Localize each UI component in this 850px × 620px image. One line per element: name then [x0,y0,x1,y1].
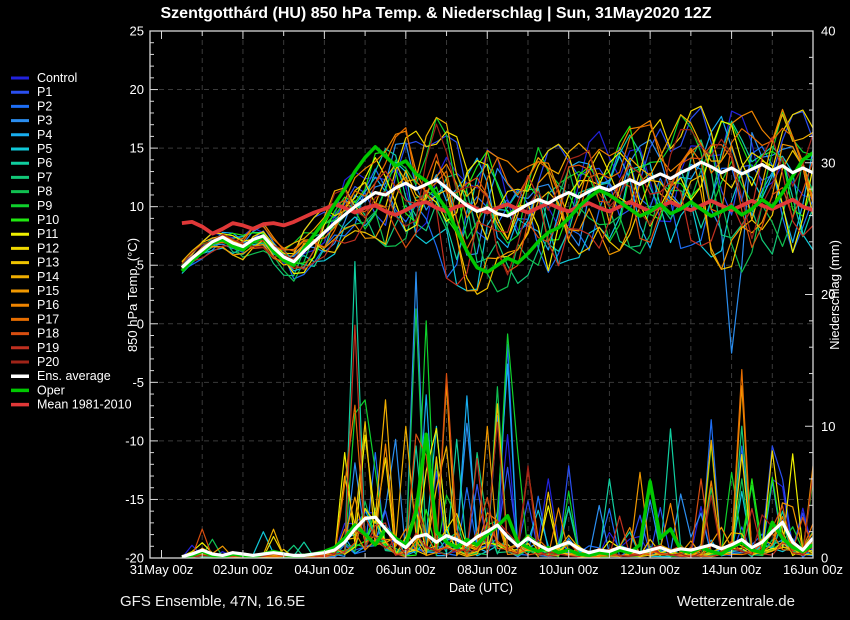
legend-label: P9 [37,199,52,213]
legend-item: P6 [11,156,52,170]
y-left-tick-label: 25 [130,24,144,39]
legend-label: P12 [37,241,59,255]
legend-label: P11 [37,227,58,241]
x-tick-label: 08Jun 00z [457,562,517,577]
legend-label: P3 [37,114,52,128]
y-right-tick-label: 40 [821,24,835,39]
legend-item: Control [11,71,77,85]
legend-item: P20 [11,355,59,369]
legend-item: P19 [11,341,59,355]
x-axis-title: Date (UTC) [449,581,513,595]
legend-item: P14 [11,270,59,284]
legend-label: P8 [37,185,52,199]
temp-climate-mean-line [181,197,813,236]
legend-label: Mean 1981-2010 [37,398,132,412]
legend-label: P18 [37,327,59,341]
y-right-tick-label: 30 [821,155,835,170]
legend-label: P1 [37,85,52,99]
legend-label: P2 [37,99,52,113]
y-left-tick-label: -5 [132,375,144,390]
y-left-tick-label: -15 [125,492,144,507]
legend-label: Ens. average [37,369,111,383]
legend-item: P1 [11,85,52,99]
y-right-tick-label: 20 [821,287,835,302]
legend-item: P7 [11,170,52,184]
x-tick-label: 06Jun 00z [376,562,436,577]
precip-member-P13 [181,403,813,558]
legend-item: P8 [11,185,52,199]
precip-ens-average-line [181,515,813,558]
y-right-axis-title: Niederschlag (mm) [827,240,842,350]
legend-item: P10 [11,213,59,227]
y-left-tick-label: 10 [130,199,144,214]
legend-item: P4 [11,128,52,142]
y-left-tick-label: -10 [125,433,144,448]
x-tick-label: 10Jun 00z [539,562,599,577]
chart-title: Szentgotthárd (HU) 850 hPa Temp. & Niede… [161,5,712,22]
legend-label: P19 [37,341,59,355]
temp-member-P19 [181,136,813,286]
legend-label: P16 [37,298,59,312]
y-left-tick-label: 15 [130,141,144,156]
legend-item: P3 [11,114,52,128]
x-tick-label: 14Jun 00z [702,562,762,577]
y-right-tick-label: 0 [821,551,828,566]
legend-label: P6 [37,156,52,170]
legend-label: P15 [37,284,59,298]
legend-item: P12 [11,241,59,255]
temp-oper-line [180,145,813,274]
legend-label: P10 [37,213,59,227]
legend-label: P13 [37,256,59,270]
temp-ens-average-line [180,160,813,269]
legend-label: P20 [37,355,59,369]
legend-item: P2 [11,99,52,113]
x-tick-label: 04Jun 00z [294,562,354,577]
plot-border [149,30,814,559]
x-tick-label: 02Jun 00z [213,562,273,577]
legend-item: P9 [11,199,52,213]
legend-item: P11 [11,227,58,241]
x-tick-label: 16Jun 00z [783,562,843,577]
temp-member-P17 [181,124,813,269]
legend-item: P18 [11,327,59,341]
y-left-tick-label: -20 [125,551,144,566]
legend-label: P4 [37,128,52,142]
footer-site-label: Wetterzentrale.de [677,593,795,610]
y-right-tick-label: 10 [821,419,835,434]
y-left-axis-title: 850 hPa Temp. (°C) [125,238,140,352]
legend-item: P15 [11,284,59,298]
legend-item: Oper [11,383,65,397]
x-tick-label: 31May 00z [130,562,194,577]
legend-label: P7 [37,170,52,184]
y-left-tick-label: 5 [137,258,144,273]
y-left-tick-label: 0 [137,316,144,331]
legend-label: P14 [37,270,59,284]
legend-label: Oper [37,383,65,397]
temp-member-P9 [181,110,813,266]
legend-item: P16 [11,298,59,312]
legend-label: P5 [37,142,52,156]
footer-model-label: GFS Ensemble, 47N, 16.5E [120,593,305,610]
x-tick-label: 12Jun 00z [620,562,680,577]
legend-item: Ens. average [11,369,111,383]
legend-item: P5 [11,142,52,156]
legend-item: P17 [11,312,59,326]
y-left-tick-label: 20 [130,82,144,97]
temp-member-P20 [181,123,813,276]
legend-label: P17 [37,312,59,326]
temp-member-P14 [181,113,813,262]
legend-item: P13 [11,256,59,270]
legend-item: Mean 1981-2010 [11,398,132,412]
legend-label: Control [37,71,77,85]
